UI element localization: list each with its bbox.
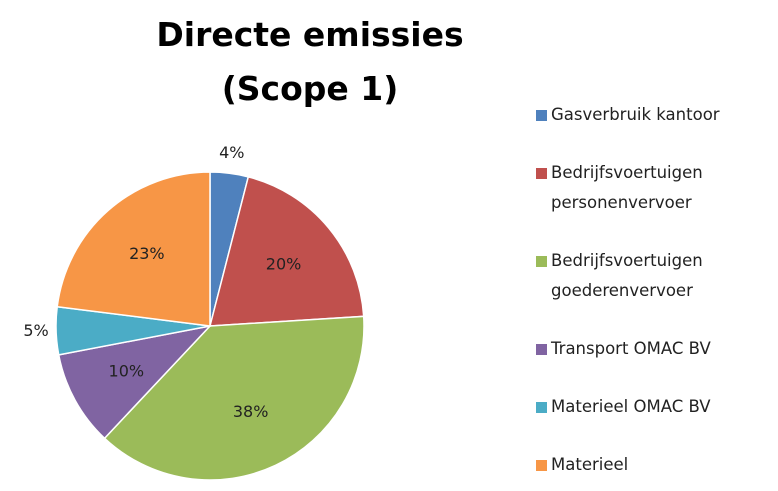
legend-label: Bedrijfsvoertuigen personenvervoer [551,163,703,212]
legend-label: Transport OMAC BV [551,339,711,358]
legend-label: Materieel OMAC BV [551,397,711,416]
legend-label: Bedrijfsvoertuigen goederenvervoer [551,251,703,300]
legend-swatch [536,344,547,355]
chart-title: Directe emissies [156,15,463,54]
data-label: 10% [109,361,145,380]
legend-swatch [536,168,547,179]
legend-entry: Bedrijfsvoertuigen personenvervoer [536,158,772,218]
pie-slice [209,175,365,327]
data-label: 23% [129,244,165,263]
legend-swatch [536,110,547,121]
data-label: 4% [219,143,244,162]
legend-label: Materieel [551,455,629,474]
legend-swatch [536,256,547,267]
legend-swatch [536,402,547,413]
data-label: 5% [23,321,48,340]
legend-swatch [536,460,547,471]
data-label: 20% [266,255,302,274]
legend-entry: Bedrijfsvoertuigen goederenvervoer [536,246,772,306]
chart-title: (Scope 1) [222,69,399,108]
legend-label: Gasverbruik kantoor [551,105,720,124]
legend-entry: Materieel [536,450,772,480]
legend-entry: Transport OMAC BV [536,334,772,364]
pie-slice [56,171,211,327]
data-label: 38% [233,402,269,421]
legend-entry: Gasverbruik kantoor [536,100,772,130]
pie-slice [57,324,213,440]
legend: Gasverbruik kantoor Bedrijfsvoertuigen pe… [536,100,772,480]
pie-slice [103,315,365,481]
legend-entry: Materieel OMAC BV [536,392,772,422]
